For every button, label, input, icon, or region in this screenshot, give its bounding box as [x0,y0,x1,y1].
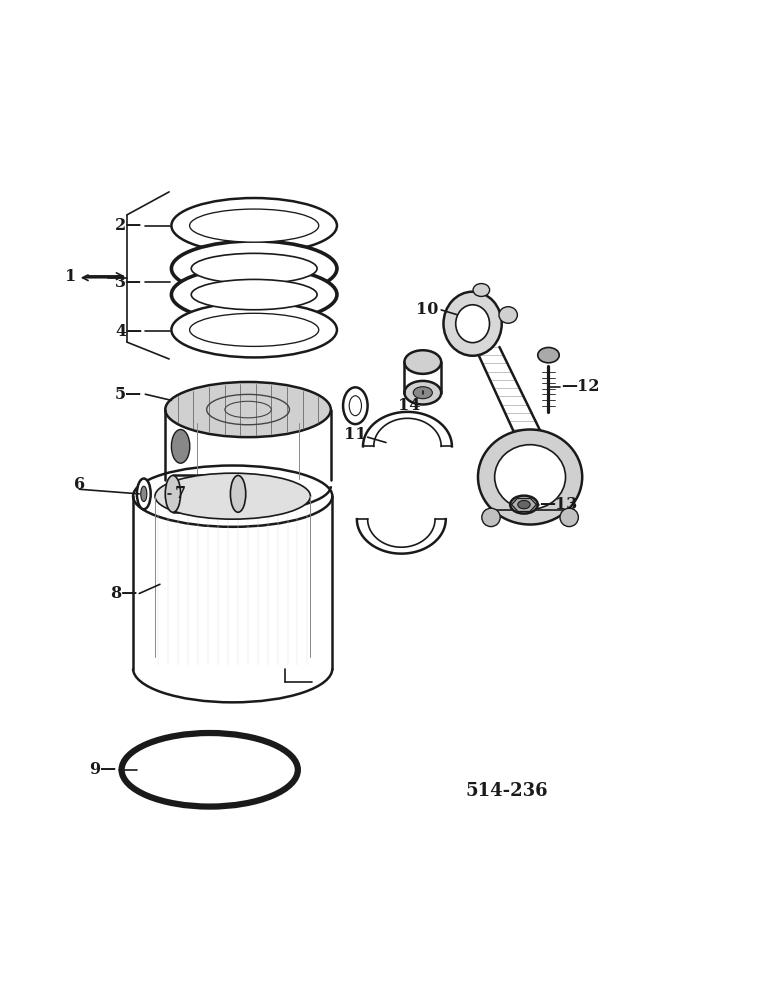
Ellipse shape [518,500,530,509]
Ellipse shape [482,508,500,527]
Ellipse shape [443,292,502,356]
Ellipse shape [171,267,337,322]
Ellipse shape [499,307,517,323]
Ellipse shape [191,253,317,284]
Ellipse shape [137,479,151,509]
Ellipse shape [171,429,190,463]
Ellipse shape [405,350,441,374]
Text: 514-236: 514-236 [466,782,548,800]
Text: 3—: 3— [115,274,142,291]
Text: 8—: 8— [110,585,137,602]
Ellipse shape [510,496,538,514]
Ellipse shape [413,387,432,399]
Text: 6: 6 [74,476,85,493]
Ellipse shape [141,486,147,502]
Text: 14: 14 [398,397,420,414]
Text: —13: —13 [540,496,577,513]
Text: 7: 7 [175,485,186,502]
Text: —12: —12 [560,378,599,395]
Ellipse shape [171,198,337,253]
Ellipse shape [230,475,245,512]
Ellipse shape [473,284,489,296]
Ellipse shape [190,313,319,346]
Text: 5—: 5— [115,386,142,403]
Text: 9—: 9— [89,761,117,778]
Ellipse shape [495,445,566,509]
Ellipse shape [455,305,489,343]
Ellipse shape [165,475,181,512]
Text: 11: 11 [344,426,366,443]
Ellipse shape [478,429,582,525]
Ellipse shape [171,302,337,357]
Text: 4—: 4— [115,323,142,340]
Text: 10: 10 [416,301,438,318]
Ellipse shape [191,279,317,310]
Ellipse shape [343,387,367,424]
Ellipse shape [538,347,559,363]
Text: 1: 1 [65,268,76,285]
Ellipse shape [165,382,331,437]
Ellipse shape [349,396,361,416]
Ellipse shape [155,473,310,519]
Ellipse shape [133,466,333,527]
Ellipse shape [190,209,319,242]
Ellipse shape [405,381,441,405]
Ellipse shape [171,241,337,296]
Ellipse shape [560,508,578,527]
Text: 2—: 2— [115,217,142,234]
